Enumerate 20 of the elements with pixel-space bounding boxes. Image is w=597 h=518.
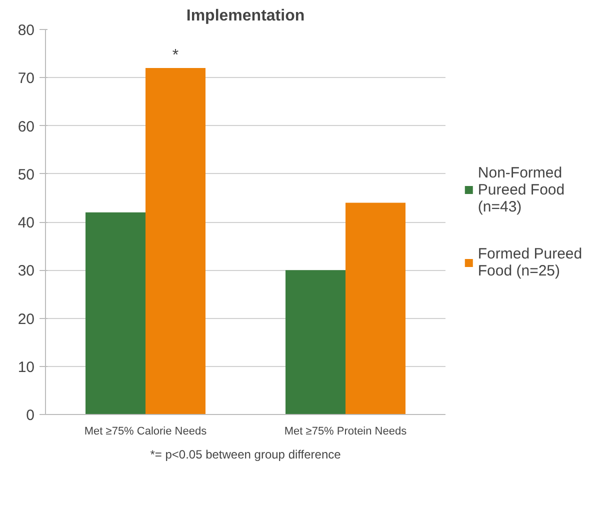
y-tick-label: 80 (18, 22, 35, 39)
y-tick-label: 0 (26, 407, 34, 424)
y-tick-label: 40 (18, 214, 35, 232)
bar (286, 270, 346, 414)
chart-title: Implementation (186, 8, 305, 24)
text: *= p<0.05 between group difference (150, 448, 342, 462)
bar (146, 68, 206, 414)
legend-label: Formed Pureed Food (n=25) (478, 245, 582, 279)
annotation: * (172, 47, 179, 64)
y-tick-label: 10 (18, 358, 35, 376)
x-tick-label: Met ≥75% Calorie Needs (84, 426, 208, 438)
legend-label: Non-Formed Pureed Food (n=43) (478, 164, 565, 215)
y-tick-label: 50 (18, 166, 35, 184)
bar (86, 212, 146, 414)
y-tick-label: 20 (18, 310, 35, 328)
x-tick-label: Met ≥75% Protein Needs (284, 426, 408, 438)
y-tick-label: 30 (18, 262, 35, 280)
y-tick-label: 60 (18, 118, 35, 136)
bar (346, 202, 406, 414)
y-tick-label: 70 (18, 70, 35, 88)
